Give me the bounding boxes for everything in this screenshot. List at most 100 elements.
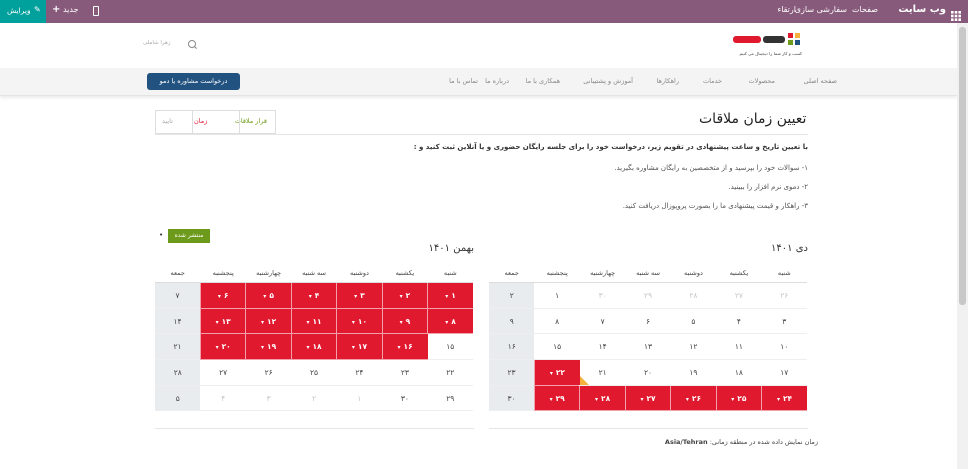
available-day-cell[interactable]: ۱۰ <box>336 308 383 335</box>
site-header: زهرا شاملی کسب و کار شما را دیجیتال می ک… <box>0 23 957 69</box>
day-cell: ۱۶ <box>489 333 535 361</box>
available-day-cell[interactable]: ۲۲ <box>533 359 580 386</box>
menu-products[interactable]: محصولات <box>748 77 776 85</box>
calendar-week-row: ۲۲ ۲۳ ۲۴ ۲۵ ۲۶ ۲۷ ۲۸ <box>155 359 473 386</box>
published-toggle[interactable]: منتشر شده <box>168 229 210 243</box>
available-day-cell[interactable]: ۹ <box>381 308 428 335</box>
page-title: تعیین زمان ملاقات <box>699 111 807 127</box>
calendar-week-row: ۲۶ ۲۷ ۲۸ ۲۹ ۳۰ ۱ ۲ <box>489 282 807 309</box>
menu-home[interactable]: صفحه اصلی <box>803 77 837 85</box>
day-cell: ۲۷ <box>716 282 762 309</box>
available-day-cell[interactable]: ۲۸ <box>579 385 626 412</box>
account-dropdown[interactable]: زهرا شاملی <box>143 40 171 46</box>
day-cell: ۱۵ <box>427 333 473 361</box>
menu-training[interactable]: آموزش و پشتیبانی <box>583 77 633 85</box>
brand-title[interactable]: وب سایت <box>898 4 946 15</box>
calendar-bahman: شنبه یکشنبه دوشنبه سه شنبه چهارشنبه پنجشنبه جم… <box>155 263 473 412</box>
weekday-header: پنجشنبه <box>200 263 246 283</box>
weekday-header: جمعه <box>155 263 201 283</box>
calendar-week-row: ۱۷۱۸۱۹۲۰۲۱۲۲۲۳ <box>489 359 807 386</box>
day-cell: ۱۴ <box>579 333 626 361</box>
topbar-menu-pages[interactable]: صفحات <box>852 5 878 14</box>
weekday-header: پنجشنبه <box>534 263 580 283</box>
available-day-cell[interactable]: ۵ <box>245 282 292 309</box>
day-cell: ۲۰ <box>625 359 671 386</box>
weekday-header: چهارشنبه <box>579 263 626 283</box>
menu-solutions[interactable]: راهکارها <box>656 77 680 85</box>
available-day-cell[interactable]: ۱۶ <box>381 333 428 361</box>
topbar-menu-customize[interactable]: سفارشی سازی <box>794 5 847 14</box>
intro-point-3: ۳- راهکار و قیمت پیشنهادی ما را بصورت پر… <box>622 202 808 210</box>
day-cell: ۱۱ <box>716 333 762 361</box>
available-day-cell[interactable]: ۱۲ <box>245 308 292 335</box>
weekday-header: دوشنبه <box>670 263 717 283</box>
day-cell: ۳۰ <box>382 385 428 412</box>
weekday-header: شنبه <box>761 263 807 283</box>
day-cell: ۷ <box>579 308 626 335</box>
day-cell: ۲۶ <box>761 282 807 309</box>
calendar-dey: شنبه یکشنبه دوشنبه سه شنبه چهارشنبه پنجشنبه جم… <box>489 263 807 412</box>
available-day-cell[interactable]: ۲۶ <box>670 385 717 412</box>
menu-about[interactable]: درباره ما <box>485 77 509 85</box>
new-button[interactable]: جدید + <box>52 4 79 15</box>
available-day-cell[interactable]: ۳ <box>336 282 383 309</box>
apps-grid-icon[interactable] <box>951 6 961 21</box>
weekday-header: شنبه <box>427 263 473 283</box>
weekday-header: یکشنبه <box>716 263 762 283</box>
booking-steps: قرار ملاقات زمان تایید <box>155 110 276 134</box>
available-day-cell[interactable]: ۱۱ <box>290 308 337 335</box>
available-day-cell[interactable]: ۲۴ <box>761 385 807 412</box>
day-cell: ۳۰ <box>579 282 626 309</box>
menu-contact[interactable]: تماس با ما <box>449 77 478 85</box>
available-day-cell[interactable]: ۲۵ <box>715 385 762 412</box>
day-cell: ۳۰ <box>489 385 535 412</box>
mobile-preview-icon[interactable] <box>93 6 99 16</box>
main-menu: صفحه اصلی محصولات خدمات راهکارها آموزش و… <box>0 68 957 96</box>
site-logo[interactable]: کسب و کار شما را دیجیتال می کنیم <box>731 28 802 62</box>
topbar-menu-upgrade[interactable]: ارتقاء <box>777 5 796 14</box>
available-day-cell[interactable]: ۶ <box>199 282 246 309</box>
available-day-cell[interactable]: ۱ <box>427 282 473 309</box>
request-demo-button[interactable]: درخواست مشاوره یا دمو <box>147 73 240 90</box>
available-day-cell[interactable]: ۱۹ <box>245 333 292 361</box>
available-day-cell[interactable]: ۴ <box>290 282 337 309</box>
menu-services[interactable]: خدمات <box>702 77 722 85</box>
step-confirm: تایید <box>162 117 173 125</box>
day-cell: ۲۸ <box>670 282 717 309</box>
intro-text: با تعیین تاریخ و ساعت پیشنهادی در تقویم … <box>413 143 808 151</box>
logo-wordmark <box>733 32 785 47</box>
timezone-label: زمان نمایش داده شده در منطقه زمانی: <box>709 438 818 446</box>
page-scrollbar[interactable] <box>957 23 968 469</box>
calendar-weekday-row: شنبه یکشنبه دوشنبه سه شنبه چهارشنبه پنجشنبه جم… <box>489 263 807 283</box>
weekday-header: جمعه <box>489 263 535 283</box>
logo-tagline: کسب و کار شما را دیجیتال می کنیم <box>739 51 802 56</box>
step-appointment[interactable]: قرار ملاقات <box>234 117 267 125</box>
weekday-header: سه شنبه <box>291 263 337 283</box>
available-day-cell[interactable]: ۲ <box>381 282 428 309</box>
available-day-cell[interactable]: ۱۸ <box>290 333 337 361</box>
scrollbar-thumb[interactable] <box>959 27 966 305</box>
day-cell: ۳ <box>245 385 292 412</box>
day-cell: ۲۷ <box>200 359 246 386</box>
available-day-cell[interactable]: ۲۷ <box>624 385 671 412</box>
search-box[interactable]: زهرا شاملی <box>143 38 198 52</box>
available-day-cell[interactable]: ۱۷ <box>336 333 383 361</box>
available-day-cell[interactable]: ۱۳ <box>199 308 246 335</box>
step-time[interactable]: زمان <box>194 117 208 125</box>
day-cell: ۱۷ <box>761 359 807 386</box>
edit-button[interactable]: ویرایش ✎ <box>0 0 46 23</box>
available-day-cell[interactable]: ۲۹ <box>533 385 580 412</box>
intro-point-1: ۱- سوالات خود را بپرسید و از متخصصین به … <box>614 164 808 172</box>
day-cell: ۲۱ <box>155 333 201 361</box>
publish-dot: • <box>159 231 164 239</box>
calendar-weekday-row: شنبه یکشنبه دوشنبه سه شنبه چهارشنبه پنجشنبه جم… <box>155 263 473 283</box>
day-cell: ۶ <box>625 308 671 335</box>
search-icon <box>188 40 196 48</box>
available-day-cell[interactable]: ۲۰ <box>199 333 246 361</box>
menu-partnership[interactable]: همکاری با ما <box>525 77 560 85</box>
available-day-cell[interactable]: ۸ <box>427 308 473 335</box>
